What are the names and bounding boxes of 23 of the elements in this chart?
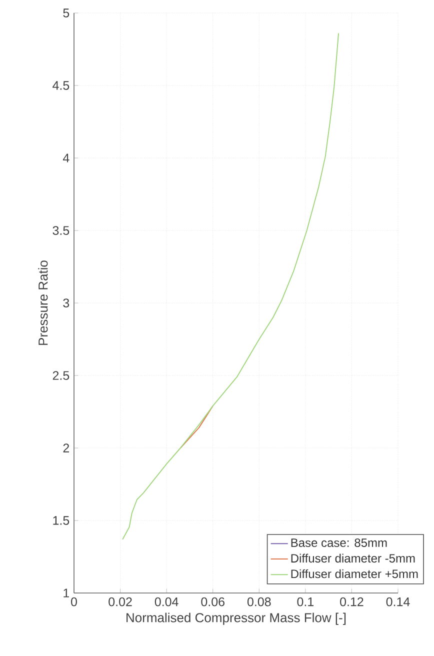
y-tick-label: 1.5 xyxy=(53,516,70,525)
x-tick-label: 0.1 xyxy=(297,597,314,606)
x-tick-label: 0.14 xyxy=(386,597,410,606)
x-tick-label: 0 xyxy=(71,597,77,606)
legend-label: Diffuser diameter -5mm xyxy=(291,554,415,563)
y-tick-label: 1 xyxy=(64,588,70,598)
y-tick-label: 4 xyxy=(62,154,70,162)
y-tick-label: 3 xyxy=(63,298,70,308)
x-tick-label: 0.02 xyxy=(108,597,132,606)
y-axis-title: Pressure Ratio xyxy=(38,260,48,345)
y-tick-label: 5 xyxy=(63,8,70,18)
y-tick-label: 2.5 xyxy=(52,371,70,380)
x-tick-label: 0.08 xyxy=(247,597,271,606)
x-tick-label: 0.04 xyxy=(154,597,178,606)
legend-label: Diffuser diameter +5mm xyxy=(291,569,418,578)
x-tick-label: 0.06 xyxy=(201,597,224,606)
y-tick-label: 3.5 xyxy=(52,226,70,235)
x-tick-label: 0.12 xyxy=(340,597,364,606)
legend-label: Base case: 85mm xyxy=(291,538,387,547)
line-series xyxy=(122,32,340,540)
y-tick-label: 2 xyxy=(63,444,69,452)
x-axis-title: Normalised Compressor Mass Flow [-] xyxy=(126,612,346,625)
y-tick-label: 4.5 xyxy=(52,81,70,90)
